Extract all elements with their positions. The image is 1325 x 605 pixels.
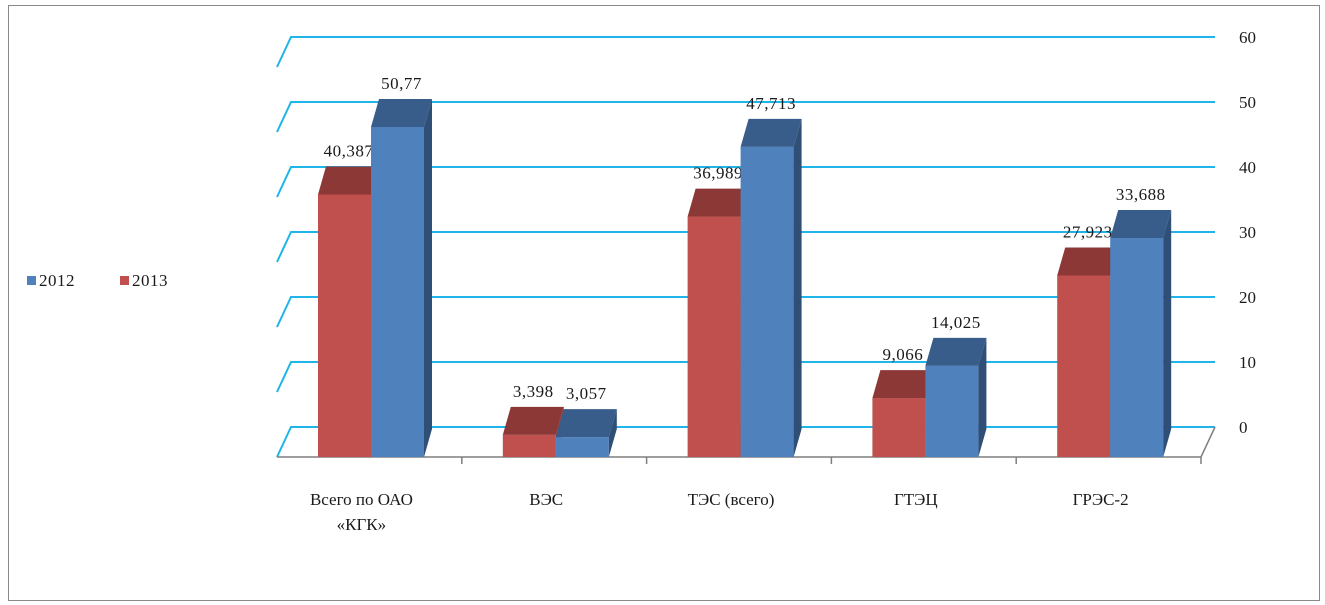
data-label: 27,923 bbox=[1063, 223, 1113, 242]
bar-side-2012 bbox=[793, 118, 802, 457]
bar-2012 bbox=[555, 437, 609, 457]
bar-side-2012 bbox=[608, 409, 617, 457]
bar-side-2012 bbox=[978, 337, 987, 457]
data-label: 3,057 bbox=[566, 384, 607, 403]
bar-2013 bbox=[318, 194, 371, 457]
category-label: ГРЭС-2 bbox=[1073, 490, 1129, 509]
bar-top-2012 bbox=[925, 337, 987, 366]
data-label: 33,688 bbox=[1116, 185, 1166, 204]
y-tick-label: 0 bbox=[1239, 418, 1248, 437]
data-label: 40,387 bbox=[324, 141, 374, 160]
y-tick-label: 50 bbox=[1239, 93, 1256, 112]
y-tick-label: 20 bbox=[1239, 288, 1256, 307]
bar-top-2013 bbox=[318, 166, 379, 195]
gridline bbox=[276, 166, 1215, 198]
category-label: ВЭС bbox=[529, 490, 563, 509]
legend-swatch-2012 bbox=[27, 276, 36, 285]
bar-2012 bbox=[925, 365, 979, 457]
bar-top-2013 bbox=[502, 406, 564, 435]
data-label: 36,989 bbox=[693, 164, 743, 183]
bar-2012 bbox=[1110, 238, 1164, 457]
bar-top-2012 bbox=[555, 409, 617, 438]
bar-side-2012 bbox=[1163, 210, 1172, 457]
data-label: 3,398 bbox=[513, 382, 554, 401]
y-tick-label: 60 bbox=[1239, 28, 1256, 47]
bar-2013 bbox=[1057, 275, 1111, 457]
y-tick-label: 30 bbox=[1239, 223, 1256, 242]
bar-top-2012 bbox=[1110, 210, 1172, 239]
bar-2013 bbox=[872, 398, 926, 457]
bar-2012 bbox=[371, 126, 424, 458]
bar-top-2012 bbox=[371, 98, 432, 127]
y-tick-label: 10 bbox=[1239, 353, 1256, 372]
bar-top-2012 bbox=[740, 118, 802, 147]
gridline bbox=[276, 296, 1215, 328]
category-label: «КГК» bbox=[337, 515, 387, 534]
bar-top-2013 bbox=[872, 370, 934, 399]
bar-2012 bbox=[740, 146, 794, 458]
data-label: 50,77 bbox=[381, 74, 422, 93]
bar-2013 bbox=[502, 434, 556, 457]
legend-label-2012: 2012 bbox=[39, 271, 75, 290]
category-label: Всего по ОАО bbox=[310, 490, 413, 509]
data-label: 14,025 bbox=[931, 313, 981, 332]
bar-top-2013 bbox=[1057, 247, 1119, 276]
gridline bbox=[276, 36, 1215, 68]
legend-swatch-2013 bbox=[120, 276, 129, 285]
category-label: ГТЭЦ bbox=[894, 490, 938, 509]
gridline bbox=[276, 231, 1215, 263]
data-label: 9,066 bbox=[883, 345, 924, 364]
gridline bbox=[276, 101, 1215, 133]
bar-2013 bbox=[687, 216, 741, 457]
gridline bbox=[276, 361, 1215, 393]
bar-top-2013 bbox=[687, 188, 749, 217]
bar-side-2012 bbox=[424, 98, 432, 458]
y-tick-label: 40 bbox=[1239, 158, 1256, 177]
legend-label-2013: 2013 bbox=[132, 271, 168, 290]
data-label: 47,713 bbox=[746, 94, 796, 113]
category-label: ТЭС (всего) bbox=[688, 490, 775, 509]
